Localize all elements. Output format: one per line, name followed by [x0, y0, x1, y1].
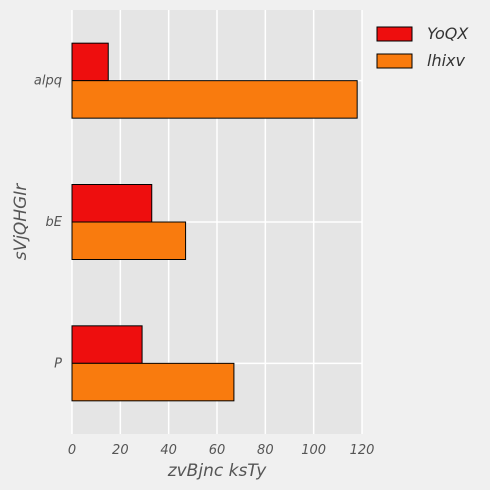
y-tick-label-bE: bE	[46, 215, 63, 230]
bar-YoQX-P	[71, 325, 143, 364]
x-tick-labels: 0 20 40 60 80 100 120	[68, 443, 375, 458]
bar-YoQX-alpq	[71, 42, 109, 82]
legend-label-YoQX: YoQX	[427, 24, 469, 43]
y-axis-label: sVjQHGIr	[11, 183, 31, 261]
y-tick-label-P: P	[54, 356, 62, 371]
bar-lhixv-alpq	[71, 80, 358, 119]
x-tick-label-40: 40	[160, 443, 177, 458]
legend-swatch-YoQX	[376, 26, 413, 42]
y-tick-label-alpq: alpq	[34, 74, 62, 89]
bar-YoQX-bE	[71, 184, 153, 223]
x-tick-label-0: 0	[68, 443, 76, 458]
legend-label-lhixv: lhixv	[427, 51, 466, 70]
x-tick-label-80: 80	[257, 443, 274, 458]
legend: YoQX lhixv	[376, 24, 469, 70]
x-tick-label-60: 60	[209, 443, 226, 458]
x-tick-label-100: 100	[301, 443, 326, 458]
x-tick-label-20: 20	[112, 443, 129, 458]
bar-lhixv-bE	[71, 221, 187, 260]
bars	[71, 42, 358, 402]
bar-lhixv-P	[71, 362, 235, 402]
x-tick-label-120: 120	[350, 443, 375, 458]
legend-swatch-lhixv	[376, 53, 413, 69]
x-axis-label: zvBjnc ksTy	[167, 461, 268, 481]
y-tick-labels: alpq bE P	[34, 74, 63, 372]
